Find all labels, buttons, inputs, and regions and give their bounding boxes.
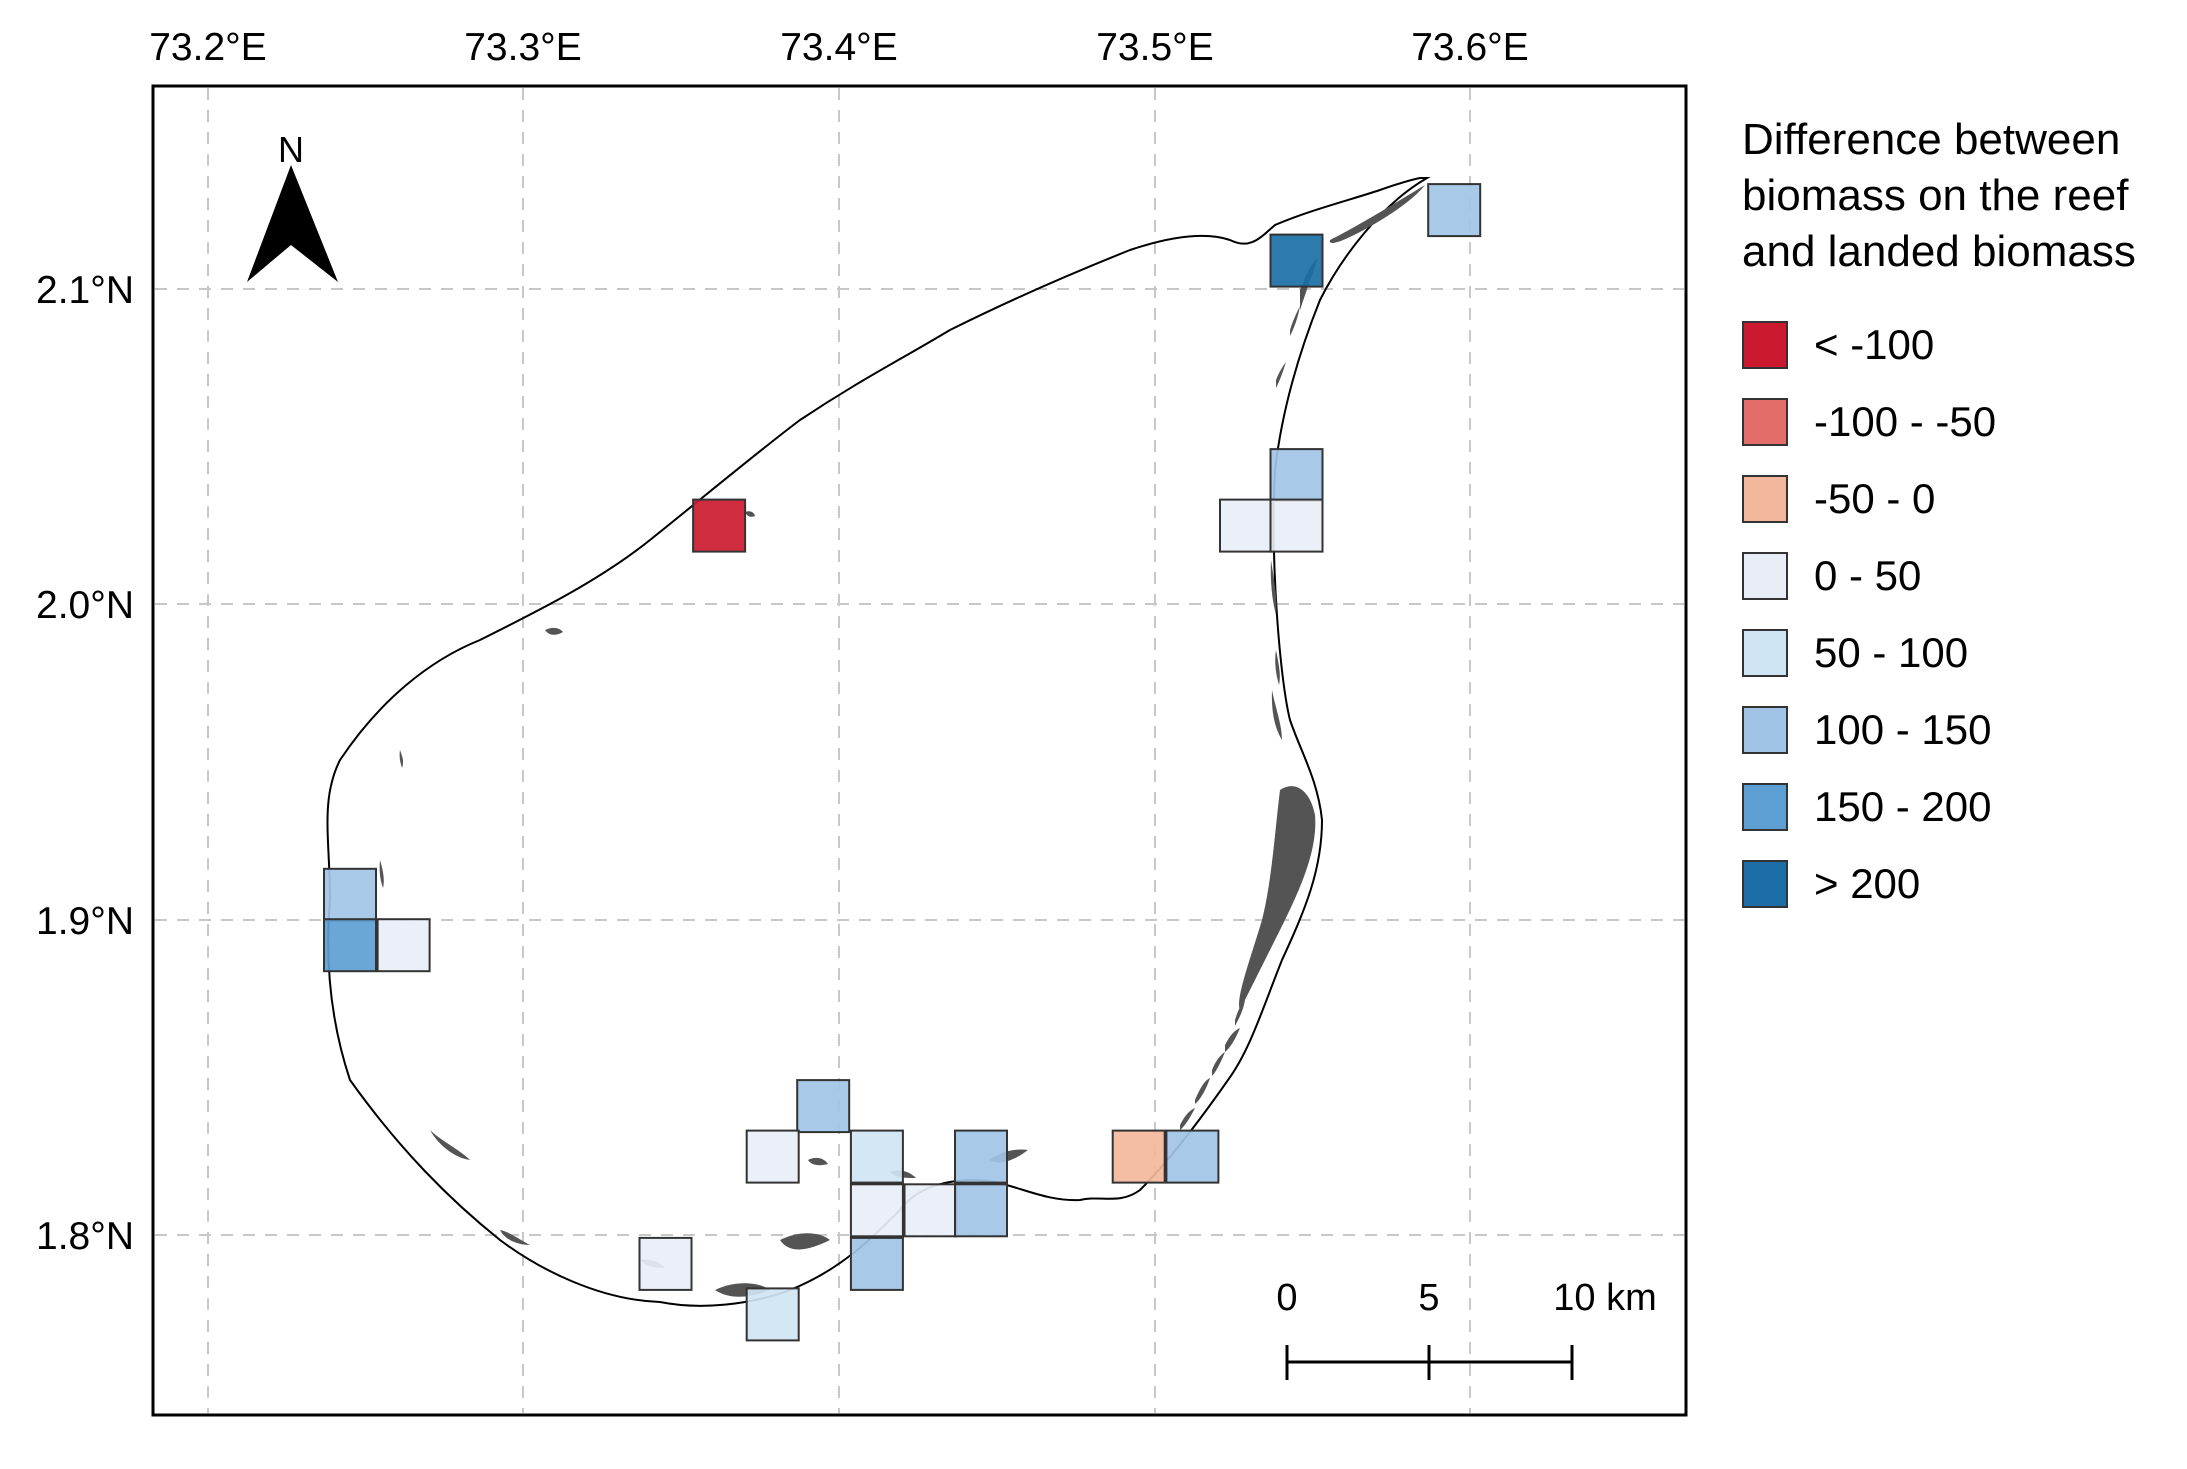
x-tick-label: 73.2°E: [149, 26, 267, 69]
legend-label: -50 - 0: [1814, 474, 1936, 522]
legend-label: < -100: [1814, 320, 1935, 368]
island: [399, 750, 404, 768]
island: [1271, 690, 1282, 740]
biomass-cell: [638, 1236, 693, 1291]
biomass-cell: [323, 918, 377, 973]
legend: Difference between biomass on the reef a…: [1742, 112, 2182, 922]
legend-label: 0 - 50: [1814, 551, 1922, 599]
scale-bar-label: 10 km: [1553, 1277, 1656, 1319]
legend-swatch: [1742, 320, 1788, 369]
legend-swatch: [1742, 705, 1788, 754]
legend-swatch: [1742, 859, 1788, 908]
island: [1180, 1108, 1195, 1130]
legend-item: 100 - 150: [1742, 691, 2182, 768]
north-label: N: [278, 129, 304, 170]
legend-items: < -100 -100 - -50 -50 - 0 0 - 50 50 - 100 100…: [1742, 306, 2182, 922]
biomass-cell: [1269, 233, 1324, 288]
x-tick-label: 73.3°E: [464, 26, 582, 69]
biomass-cell: [903, 1183, 958, 1238]
biomass-cell: [1269, 448, 1324, 503]
island: [1270, 560, 1277, 615]
biomass-cell: [692, 498, 747, 553]
x-tick-label: 73.6°E: [1411, 26, 1529, 69]
legend-item: 50 - 100: [1742, 614, 2182, 691]
biomass-cell: [849, 1129, 904, 1184]
north-arrow-icon: [247, 165, 338, 282]
biomass-cell: [745, 1129, 800, 1184]
biomass-cell: [954, 1183, 1008, 1238]
legend-item: 0 - 50: [1742, 537, 2182, 614]
y-tick-label: 2.1°N: [36, 269, 134, 312]
legend-item: < -100: [1742, 306, 2182, 383]
legend-item: -50 - 0: [1742, 460, 2182, 537]
island: [780, 1233, 830, 1250]
scale-bar-label: 0: [1276, 1277, 1297, 1319]
legend-label: 150 - 200: [1814, 782, 1992, 830]
y-tick-label: 1.8°N: [36, 1215, 134, 1258]
island: [430, 1130, 470, 1160]
scale-bar-label: 5: [1418, 1277, 1439, 1319]
biomass-cell: [954, 1129, 1008, 1184]
legend-item: > 200: [1742, 845, 2182, 922]
biomass-cell: [849, 1183, 904, 1238]
north-arrow: N: [247, 129, 338, 282]
legend-item: 150 - 200: [1742, 768, 2182, 845]
island: [545, 627, 563, 635]
island: [808, 1157, 828, 1166]
legend-label: 50 - 100: [1814, 628, 1969, 676]
island: [1290, 306, 1300, 336]
island: [1212, 1052, 1225, 1076]
legend-item: -100 - -50: [1742, 383, 2182, 460]
biomass-cell: [1427, 183, 1482, 238]
legend-swatch: [1742, 397, 1788, 446]
biomass-cell: [376, 918, 431, 973]
legend-label: > 200: [1814, 859, 1921, 907]
biomass-cell: [1269, 498, 1324, 553]
legend-label: 100 - 150: [1814, 705, 1992, 753]
island: [1239, 786, 1316, 1010]
island: [1225, 1028, 1240, 1052]
island: [1276, 362, 1286, 388]
y-tick-label: 1.9°N: [36, 900, 134, 943]
island: [1195, 1078, 1210, 1104]
biomass-cell: [1219, 498, 1273, 553]
biomass-cell: [745, 1287, 800, 1342]
biomass-cell: [1111, 1129, 1166, 1184]
legend-swatch: [1742, 474, 1788, 523]
biomass-cell: [796, 1079, 851, 1134]
island: [500, 1230, 530, 1245]
biomass-cell: [849, 1236, 904, 1291]
legend-swatch: [1742, 551, 1788, 600]
island: [745, 511, 755, 517]
graticule: [155, 88, 1684, 1413]
island: [379, 860, 384, 888]
legend-swatch: [1742, 628, 1788, 677]
legend-swatch: [1742, 782, 1788, 831]
x-tick-label: 73.4°E: [780, 26, 898, 69]
legend-label: -100 - -50: [1814, 397, 1997, 445]
atoll-outline: [326, 177, 1431, 1307]
legend-title: Difference between biomass on the reef a…: [1742, 115, 2136, 276]
island: [1329, 185, 1425, 243]
y-tick-label: 2.0°N: [36, 584, 134, 627]
biomass-cell: [1165, 1129, 1220, 1184]
island: [1235, 1000, 1245, 1026]
scale-bar: 0 5 10 km: [1276, 1277, 1657, 1380]
island: [1275, 650, 1280, 685]
biomass-cell: [323, 867, 377, 922]
biomass-cells: [323, 183, 1482, 1342]
x-tick-label: 73.5°E: [1096, 26, 1214, 69]
